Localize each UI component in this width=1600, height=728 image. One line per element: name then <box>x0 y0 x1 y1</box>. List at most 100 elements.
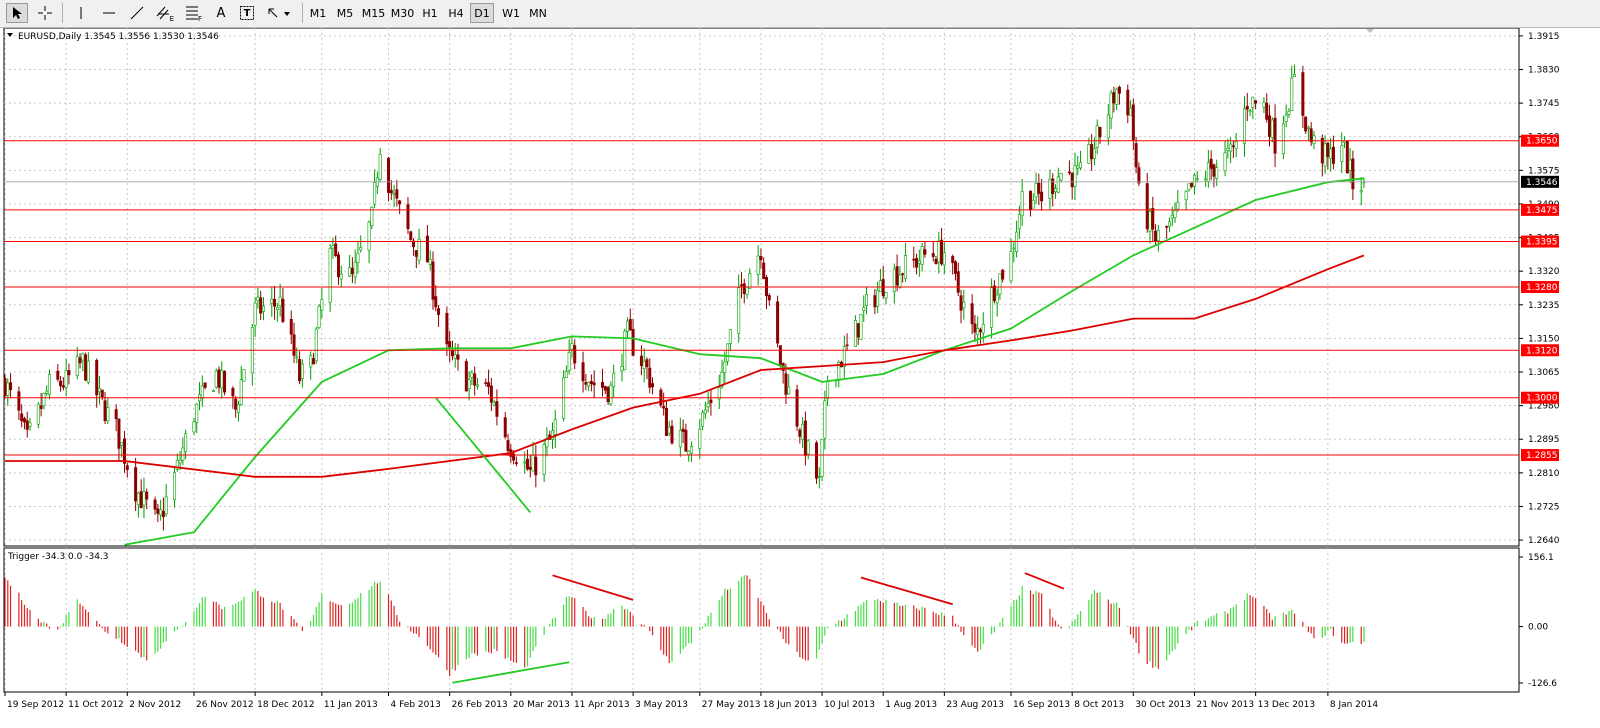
candle-body <box>1192 174 1196 187</box>
candle-body <box>409 231 413 241</box>
timeframe-w1-button[interactable]: W1 <box>502 6 520 20</box>
candle-body <box>1340 145 1344 162</box>
x-axis-tick-label: 2 Nov 2012 <box>129 700 181 710</box>
candle-body <box>117 418 121 449</box>
candle-body <box>317 305 321 328</box>
vertical-line-tool-button[interactable] <box>70 3 92 23</box>
y-axis-tick-label: 1.3915 <box>1528 32 1560 42</box>
candle-body <box>178 459 182 464</box>
candle-body <box>1117 86 1121 94</box>
text-label-tool-button[interactable]: T <box>236 3 258 23</box>
candle-body <box>470 372 474 378</box>
candle-body <box>234 398 238 410</box>
candle-body <box>1067 171 1071 174</box>
indicator-trendline[interactable] <box>452 661 570 684</box>
candle-body <box>739 284 743 287</box>
candle-body <box>726 343 730 362</box>
timeframe-m5-button[interactable]: M5 <box>336 6 354 20</box>
trendline-tool-icon <box>130 6 144 20</box>
candle-body <box>784 373 788 395</box>
candle-body <box>22 418 26 423</box>
candle-body <box>387 157 391 193</box>
candle-body <box>1054 188 1058 193</box>
candle-body <box>417 238 421 261</box>
candle-body <box>550 430 554 440</box>
horizontal-line-tool-button[interactable] <box>98 3 120 23</box>
trendline-tool-button[interactable] <box>126 3 148 23</box>
candle-body <box>815 442 819 479</box>
candle-body <box>453 354 457 359</box>
candle-body <box>1309 128 1313 143</box>
candle-body <box>1301 72 1305 116</box>
candle-body <box>75 356 79 377</box>
candle-body <box>123 438 127 464</box>
text-tool-button[interactable]: A <box>210 3 232 23</box>
candle-body <box>97 387 101 393</box>
timeframe-m15-button[interactable]: M15 <box>361 6 386 20</box>
candle-body <box>261 305 265 312</box>
timeframe-mn-button[interactable]: MN <box>529 6 547 20</box>
candle-body <box>1281 123 1285 154</box>
candle-body <box>1359 190 1363 193</box>
candle-body <box>484 382 488 384</box>
candle-body <box>3 378 7 397</box>
candle-body <box>20 413 24 422</box>
timeframe-m1-button[interactable]: M1 <box>309 6 327 20</box>
candle-body <box>331 245 335 249</box>
candle-body <box>1095 125 1099 148</box>
candle-body <box>1190 182 1194 187</box>
cursor-tool-button[interactable] <box>6 3 28 23</box>
candle-body <box>136 492 140 506</box>
x-axis-tick-label: 26 Feb 2013 <box>452 700 508 710</box>
candle-body <box>648 367 652 388</box>
candle-body <box>667 426 671 434</box>
candle-body <box>1167 221 1171 227</box>
candle-body <box>1137 167 1141 184</box>
candle-body <box>884 292 888 299</box>
timeframe-m30-button[interactable]: M30 <box>390 6 415 20</box>
candle-body <box>592 382 596 386</box>
candle-body <box>612 373 616 388</box>
candle-body <box>28 422 32 427</box>
candle-body <box>353 261 357 278</box>
candle-body <box>139 491 143 509</box>
y-axis-tick-label: 1.2895 <box>1528 435 1560 445</box>
candle-body <box>1073 165 1077 187</box>
indicator-trendline[interactable] <box>860 576 953 606</box>
candle-body <box>414 250 418 257</box>
symbol-dropdown-icon[interactable] <box>7 33 13 37</box>
candle-body <box>689 446 693 454</box>
arrows-tool-button[interactable] <box>264 3 294 23</box>
candle-body <box>239 379 243 406</box>
candle-body <box>214 370 218 388</box>
candle-body <box>687 450 691 455</box>
candle-body <box>706 403 710 408</box>
crosshair-tool-button[interactable] <box>34 3 56 23</box>
level-price-label-bg <box>1521 203 1559 216</box>
candle-body <box>425 235 429 263</box>
timeframe-d1-button[interactable]: D1 <box>470 3 494 23</box>
indicator-trendline[interactable] <box>1024 572 1065 590</box>
current-price-label: 1.3546 <box>1526 178 1558 188</box>
level-price-label-bg <box>1521 449 1559 462</box>
timeframe-h1-button[interactable]: H1 <box>422 6 438 20</box>
candle-body <box>681 428 685 432</box>
y-axis-tick-label: 1.3150 <box>1528 334 1560 344</box>
candle-body <box>39 405 43 409</box>
candle-body <box>173 472 177 501</box>
candle-body <box>253 302 257 326</box>
candle-body <box>295 356 299 359</box>
fibonacci-tool-button[interactable]: F <box>182 3 204 23</box>
equidistant-channel-tool-button[interactable]: E <box>154 3 176 23</box>
candle-body <box>589 381 593 385</box>
horizontal-line-tool-icon <box>103 12 115 14</box>
level-price-label: 1.3120 <box>1526 346 1558 356</box>
indicator-trendline[interactable] <box>552 574 634 601</box>
candle-body <box>1284 114 1288 122</box>
candle-body <box>567 352 571 371</box>
candle-body <box>1115 88 1119 105</box>
candle-body <box>231 388 235 397</box>
toolbar-separator <box>62 3 63 23</box>
timeframe-h4-button[interactable]: H4 <box>448 6 464 20</box>
chart-area[interactable]: 1.39151.38301.37451.36601.35751.34901.34… <box>0 28 1600 728</box>
